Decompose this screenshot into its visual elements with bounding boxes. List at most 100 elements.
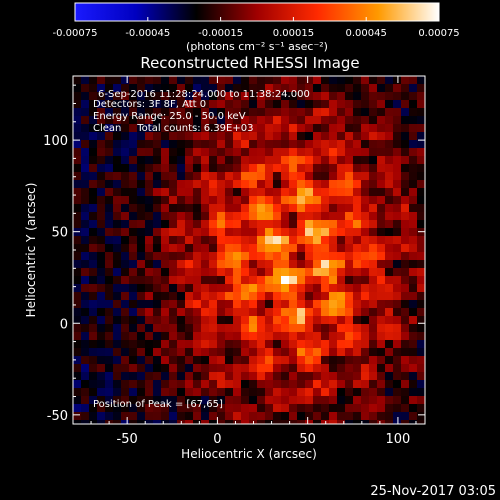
heatmap-cell: [145, 220, 153, 228]
heatmap-cell: [209, 84, 217, 92]
heatmap-cell: [121, 364, 129, 372]
heatmap-cell: [353, 108, 361, 116]
heatmap-cell: [241, 316, 249, 324]
heatmap-cell: [321, 364, 329, 372]
heatmap-cell: [89, 372, 97, 380]
heatmap-cell: [361, 396, 369, 404]
heatmap-cell: [81, 332, 89, 340]
heatmap-cell: [385, 348, 393, 356]
heatmap-cell: [121, 212, 129, 220]
heatmap-cell: [289, 300, 297, 308]
heatmap-cell: [393, 316, 401, 324]
heatmap-cell: [209, 76, 217, 84]
heatmap-cell: [297, 116, 305, 124]
heatmap-cell: [369, 140, 377, 148]
heatmap-cell: [385, 172, 393, 180]
heatmap-cell: [97, 180, 105, 188]
heatmap-cell: [209, 324, 217, 332]
heatmap-cell: [385, 300, 393, 308]
heatmap-cell: [265, 308, 273, 316]
heatmap-cell: [401, 348, 409, 356]
heatmap-cell: [345, 396, 353, 404]
heatmap-cell: [297, 132, 305, 140]
heatmap-cell: [81, 412, 89, 420]
heatmap-cell: [369, 396, 377, 404]
heatmap-cell: [361, 100, 369, 108]
heatmap-cell: [161, 332, 169, 340]
heatmap-cell: [409, 148, 417, 156]
heatmap-cell: [345, 348, 353, 356]
heatmap-cell: [289, 132, 297, 140]
heatmap-cell: [97, 252, 105, 260]
heatmap-cell: [417, 212, 425, 220]
heatmap-cell: [241, 276, 249, 284]
heatmap-cell: [361, 348, 369, 356]
heatmap-cell: [209, 420, 217, 424]
heatmap-cell: [273, 140, 281, 148]
heatmap-cell: [337, 244, 345, 252]
heatmap-cell: [113, 420, 121, 424]
heatmap-cell: [337, 92, 345, 100]
heatmap-cell: [409, 228, 417, 236]
heatmap-cell: [313, 260, 321, 268]
heatmap-cell: [153, 204, 161, 212]
heatmap-cell: [241, 180, 249, 188]
heatmap-cell: [265, 412, 273, 420]
heatmap-cell: [313, 300, 321, 308]
heatmap-cell: [233, 188, 241, 196]
heatmap-cell: [233, 260, 241, 268]
heatmap-cell: [265, 84, 273, 92]
heatmap-cell: [409, 100, 417, 108]
heatmap-cell: [401, 404, 409, 412]
heatmap-cell: [281, 84, 289, 92]
heatmap-cell: [89, 284, 97, 292]
heatmap-cell: [201, 204, 209, 212]
heatmap-cell: [305, 180, 313, 188]
heatmap-cell: [329, 180, 337, 188]
heatmap-cell: [145, 252, 153, 260]
heatmap-cell: [393, 196, 401, 204]
heatmap-cell: [401, 172, 409, 180]
heatmap-cell: [289, 84, 297, 92]
heatmap-cell: [121, 228, 129, 236]
heatmap-cell: [329, 372, 337, 380]
heatmap-cell: [209, 348, 217, 356]
heatmap-cell: [281, 348, 289, 356]
heatmap-cell: [281, 284, 289, 292]
heatmap-cell: [305, 364, 313, 372]
heatmap-cell: [321, 180, 329, 188]
heatmap-cell: [257, 196, 265, 204]
heatmap-cell: [249, 364, 257, 372]
heatmap-cell: [201, 116, 209, 124]
heatmap-cell: [177, 84, 185, 92]
heatmap-cell: [153, 292, 161, 300]
heatmap-cell: [281, 388, 289, 396]
heatmap-cell: [161, 388, 169, 396]
heatmap-cell: [153, 300, 161, 308]
heatmap-cell: [89, 172, 97, 180]
heatmap-cell: [233, 252, 241, 260]
heatmap-cell: [265, 228, 273, 236]
heatmap-cell: [369, 284, 377, 292]
heatmap-cell: [313, 140, 321, 148]
heatmap-cell: [81, 100, 89, 108]
heatmap-cell: [265, 292, 273, 300]
heatmap-cell: [225, 340, 233, 348]
heatmap-cell: [145, 100, 153, 108]
heatmap-cell: [289, 180, 297, 188]
heatmap-cell: [289, 188, 297, 196]
heatmap-cell: [201, 148, 209, 156]
heatmap-cell: [97, 268, 105, 276]
heatmap-cell: [217, 412, 225, 420]
heatmap-cell: [305, 100, 313, 108]
heatmap-cell: [321, 244, 329, 252]
heatmap-cell: [137, 324, 145, 332]
heatmap-cell: [129, 372, 137, 380]
heatmap-cell: [209, 308, 217, 316]
heatmap-cell: [393, 356, 401, 364]
heatmap-cell: [177, 100, 185, 108]
heatmap-cell: [161, 292, 169, 300]
heatmap-cell: [393, 324, 401, 332]
heatmap-cell: [401, 308, 409, 316]
heatmap-cell: [417, 380, 425, 388]
